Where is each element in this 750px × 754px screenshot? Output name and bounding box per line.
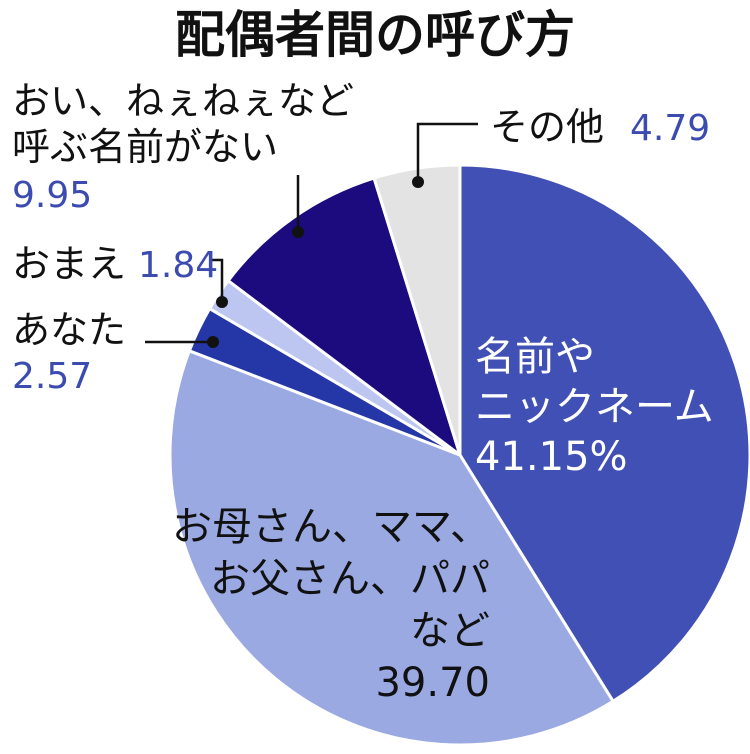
slice-label-0-line-0: 名前や bbox=[475, 334, 595, 380]
leader-line-5 bbox=[416, 122, 478, 182]
slice-label-2-line-0: あなた bbox=[12, 308, 126, 352]
leader-line-3 bbox=[210, 258, 224, 302]
slice-label-1-line-0: お母さん、ママ、 bbox=[172, 504, 490, 550]
slice-value-1: 39.70 bbox=[375, 660, 490, 706]
slice-value-0: 41.15% bbox=[475, 434, 628, 480]
slice-label-1-line-1: お父さん、パパ bbox=[210, 556, 490, 602]
slice-label-5-line-0: その他 bbox=[490, 105, 604, 149]
leader-dot-3 bbox=[216, 296, 228, 308]
leader-lines bbox=[145, 122, 478, 348]
slice-label-3-line-0: おまえ bbox=[12, 242, 126, 286]
slice-label-4-line-1: 呼ぶ名前がない bbox=[12, 125, 278, 169]
slice-label-4-line-0: おい、ねぇねぇなど bbox=[12, 79, 354, 123]
slice-value-3: 1.84 bbox=[138, 245, 218, 286]
slice-value-4: 9.95 bbox=[12, 175, 92, 216]
pie-slice-4 bbox=[226, 176, 463, 459]
slice-value-2: 2.57 bbox=[12, 356, 92, 397]
pie-slice-5 bbox=[372, 163, 462, 456]
chart-title: 配偶者間の呼び方 bbox=[175, 6, 575, 64]
leader-dot-4 bbox=[292, 226, 304, 238]
leader-dot-2 bbox=[207, 336, 219, 348]
pie-slice-0 bbox=[458, 163, 750, 704]
pie-slices bbox=[168, 163, 750, 747]
leader-dot-5 bbox=[412, 176, 424, 188]
slice-label-0-line-1: ニックネーム bbox=[475, 384, 714, 430]
slice-value-5: 4.79 bbox=[630, 108, 710, 149]
pie-slice-1 bbox=[168, 348, 616, 747]
slice-label-1-line-2: など bbox=[410, 608, 490, 654]
